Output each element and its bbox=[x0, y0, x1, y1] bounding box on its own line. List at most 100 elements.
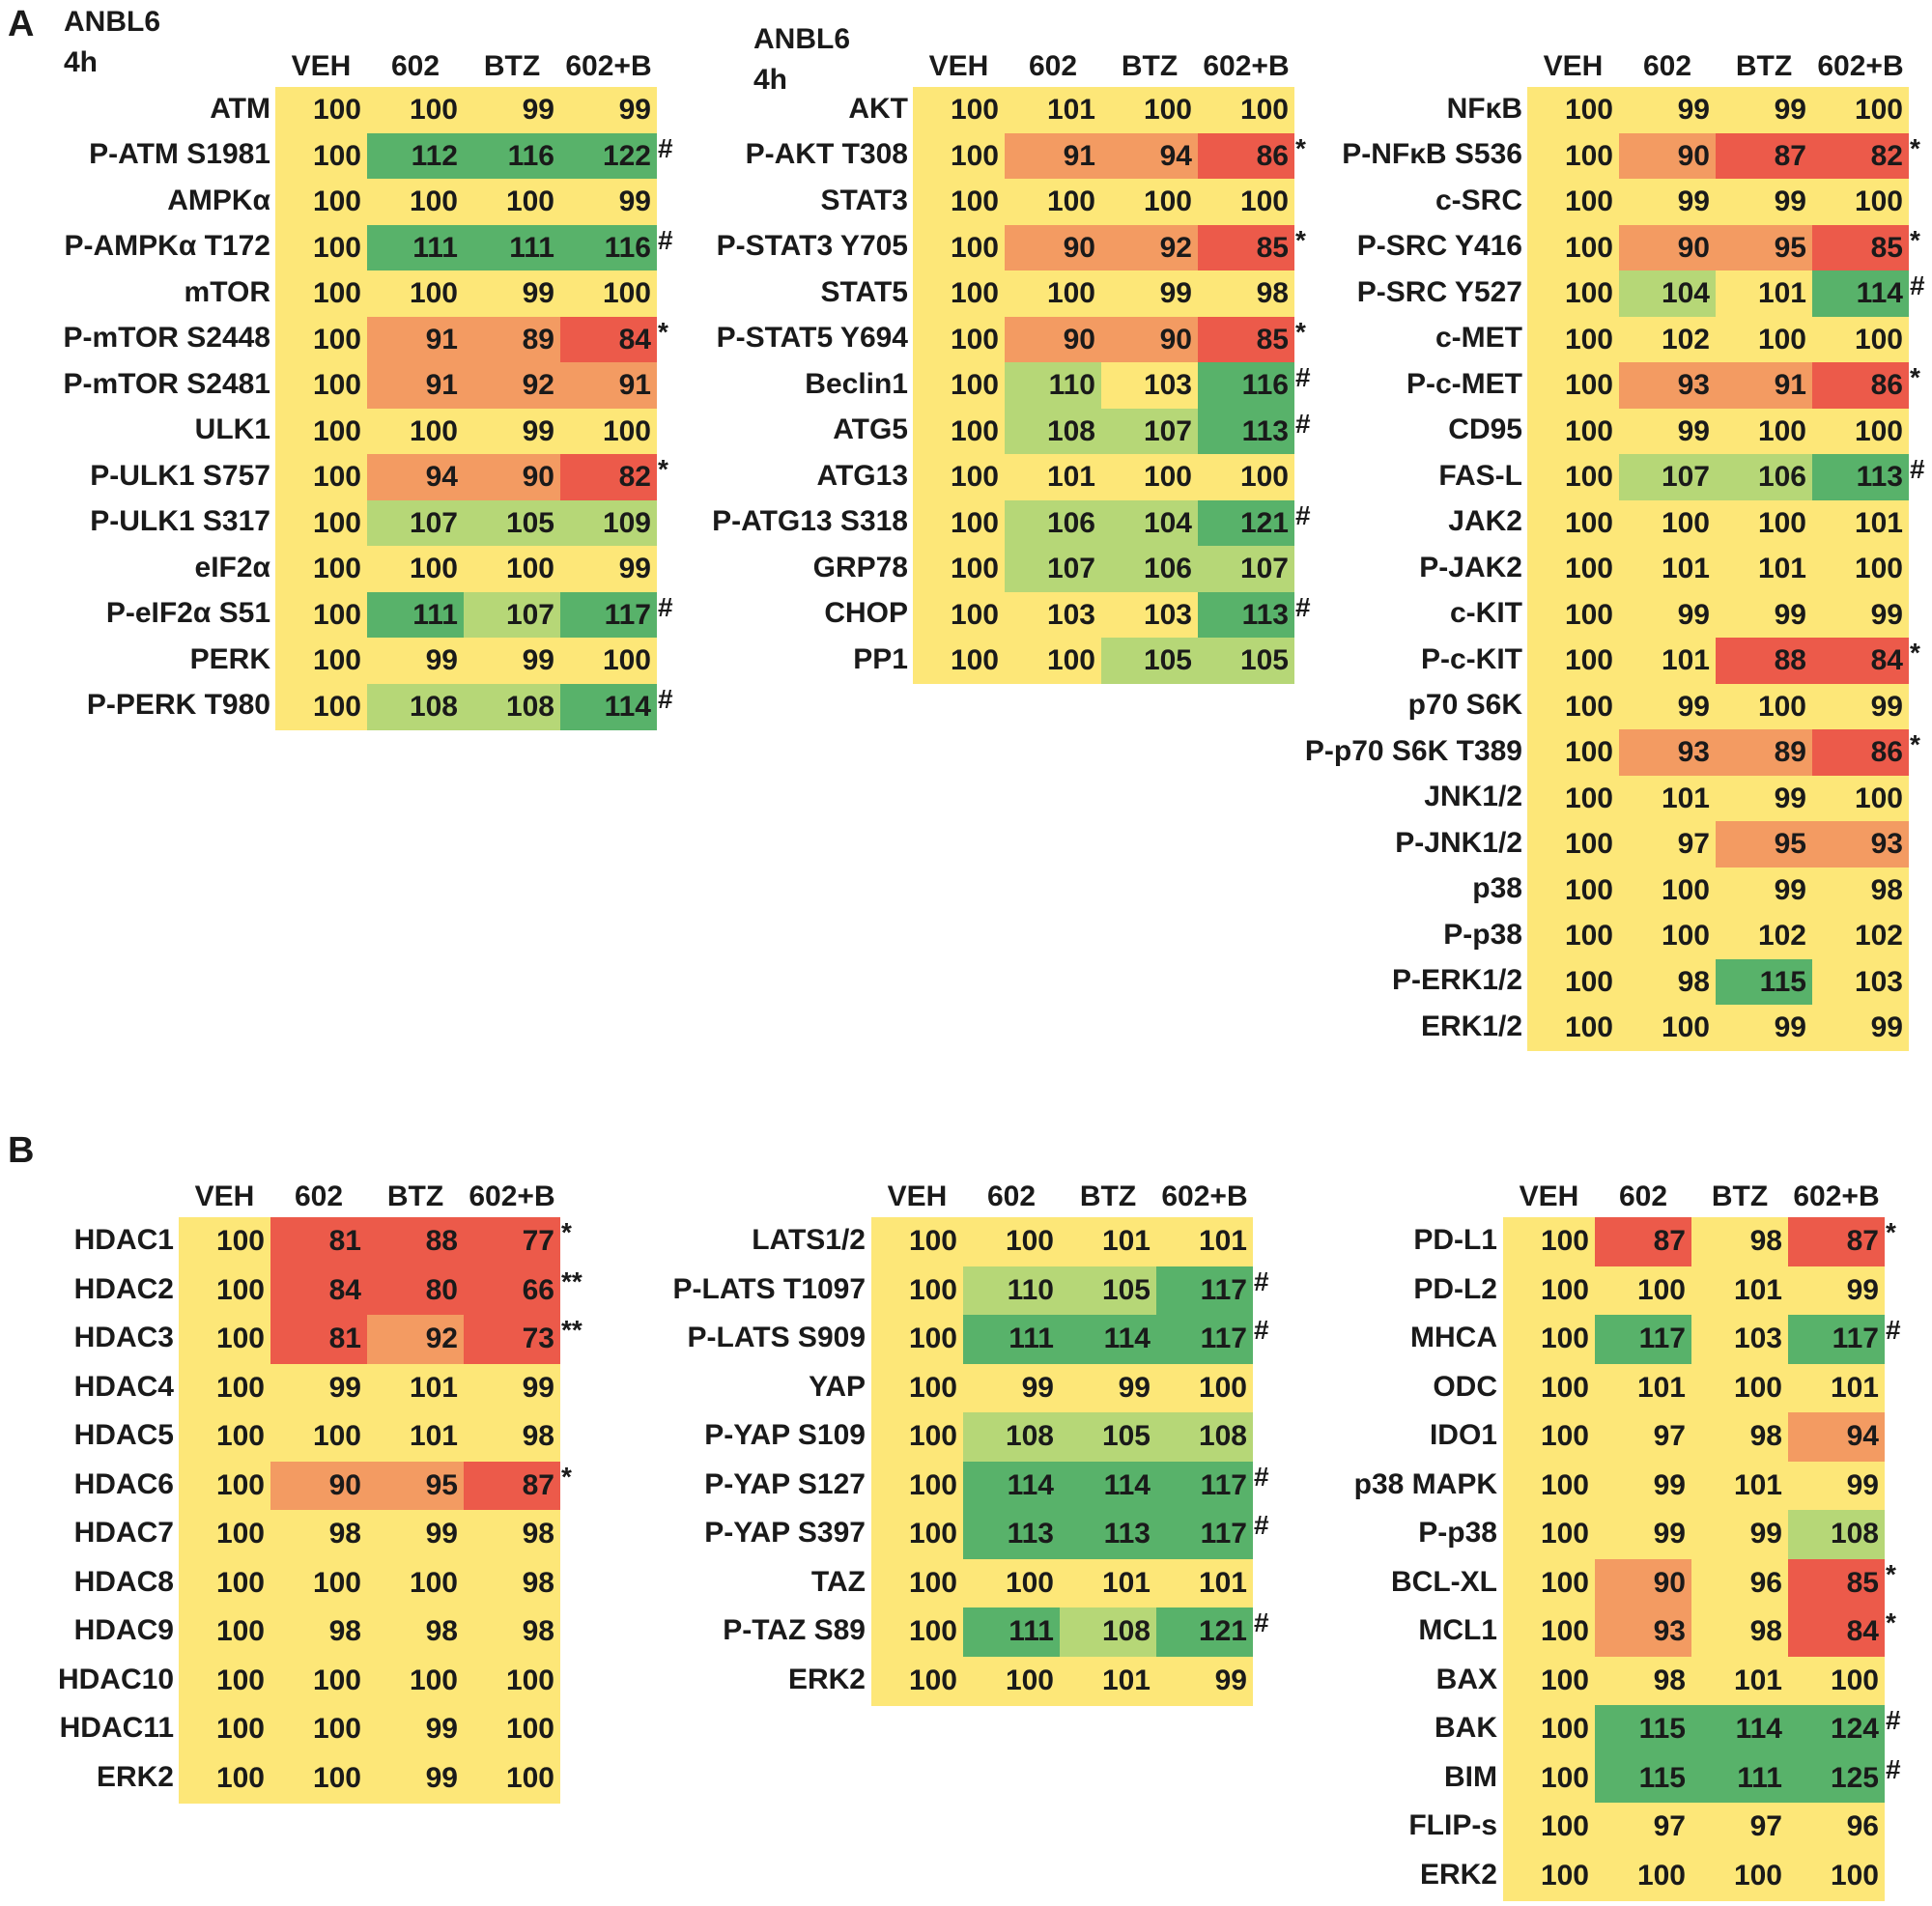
heatmap-cell: 77 bbox=[464, 1217, 560, 1266]
significance-mark-increase: # bbox=[1254, 1510, 1269, 1540]
heatmap-cell: 100 bbox=[913, 224, 1005, 271]
heatmap-cell: 100 bbox=[1691, 1363, 1788, 1413]
heatmap-cell: 100 bbox=[179, 1315, 270, 1364]
heatmap-cell: 100 bbox=[275, 316, 367, 363]
significance-mark-increase: # bbox=[1910, 270, 1925, 300]
heatmap-cell: 105 bbox=[1060, 1266, 1156, 1316]
heatmap-cell: 100 bbox=[1503, 1315, 1595, 1364]
heatmap-cell: 106 bbox=[1005, 499, 1101, 547]
heatmap-cell: 88 bbox=[367, 1217, 464, 1266]
heatmap-cell: 100 bbox=[913, 179, 1005, 225]
significance-mark-decrease: * bbox=[1295, 316, 1306, 347]
row-label: P-p38 bbox=[1443, 918, 1522, 951]
heatmap-cell: 100 bbox=[1527, 958, 1619, 1006]
heatmap-cell: 93 bbox=[1619, 362, 1716, 409]
row-label: P-ERK1/2 bbox=[1391, 964, 1522, 997]
row-label: P-STAT3 Y705 bbox=[716, 230, 908, 263]
heatmap-cell: 81 bbox=[270, 1315, 367, 1364]
column-header: VEH bbox=[194, 1181, 255, 1212]
significance-mark-decrease: ** bbox=[561, 1315, 582, 1345]
heatmap-cell: 100 bbox=[1595, 1851, 1691, 1901]
heatmap-cell: 99 bbox=[1788, 1461, 1885, 1511]
significance-mark-increase: # bbox=[1254, 1315, 1269, 1345]
row-label: P-c-MET bbox=[1406, 367, 1522, 400]
row-label: MHCA bbox=[1410, 1322, 1497, 1354]
row-label: JAK2 bbox=[1448, 505, 1522, 538]
heatmap-cell: 90 bbox=[1619, 224, 1716, 271]
heatmap-cell: 98 bbox=[270, 1510, 367, 1559]
column-header: BTZ bbox=[386, 1181, 444, 1212]
heatmap-cell: 100 bbox=[179, 1607, 270, 1657]
heatmap-cell: 98 bbox=[464, 1412, 560, 1462]
heatmap-cell: 103 bbox=[1691, 1315, 1788, 1364]
row-label: P-JNK1/2 bbox=[1395, 826, 1522, 859]
column-header: 602+B bbox=[1161, 1181, 1248, 1212]
heatmap-cell: 107 bbox=[367, 499, 464, 547]
heatmap-cell: 100 bbox=[1005, 270, 1101, 317]
heatmap-cell: 82 bbox=[560, 454, 657, 500]
heatmap-cell: 100 bbox=[179, 1461, 270, 1511]
heatmap-cell: 100 bbox=[179, 1558, 270, 1608]
heatmap-cell: 98 bbox=[1595, 1656, 1691, 1706]
heatmap-cell: 106 bbox=[1101, 546, 1198, 592]
heatmap-cell: 100 bbox=[1527, 87, 1619, 133]
heatmap-cell: 100 bbox=[1005, 179, 1101, 225]
heatmap-cell: 105 bbox=[1060, 1412, 1156, 1462]
heatmap-cell: 100 bbox=[1527, 132, 1619, 180]
heatmap-cell: 117 bbox=[560, 591, 657, 639]
heatmap-cell: 85 bbox=[1788, 1558, 1885, 1608]
row-label: HDAC9 bbox=[73, 1614, 174, 1647]
column-header: 602+B bbox=[469, 1181, 555, 1212]
heatmap-cell: 99 bbox=[464, 638, 560, 684]
heatmap-cell: 100 bbox=[871, 1656, 963, 1706]
heatmap-cell: 90 bbox=[464, 454, 560, 500]
row-label: GRP78 bbox=[812, 551, 908, 583]
significance-mark-increase: # bbox=[1295, 408, 1311, 439]
heatmap-cell: 101 bbox=[1005, 454, 1101, 500]
heatmap-cell: 100 bbox=[1527, 270, 1619, 317]
heatmap-cell: 100 bbox=[275, 683, 367, 730]
significance-mark-decrease: * bbox=[1886, 1217, 1896, 1247]
heatmap-a2-header-line-2: 4h bbox=[753, 64, 788, 96]
heatmap-cell: 100 bbox=[1503, 1558, 1595, 1608]
heatmap-cell: 87 bbox=[464, 1461, 560, 1511]
heatmap-cell: 99 bbox=[1619, 408, 1716, 455]
row-label: P-YAP S109 bbox=[704, 1419, 866, 1452]
heatmap-cell: 90 bbox=[270, 1461, 367, 1511]
heatmap-cell: 100 bbox=[913, 316, 1005, 363]
heatmap-cell: 100 bbox=[913, 408, 1005, 455]
heatmap-cell: 100 bbox=[179, 1656, 270, 1706]
heatmap-cell: 100 bbox=[871, 1510, 963, 1559]
heatmap-cell: 100 bbox=[1527, 591, 1619, 639]
heatmap-cell: 101 bbox=[1156, 1558, 1253, 1608]
heatmap-cell: 117 bbox=[1156, 1461, 1253, 1511]
row-label: P-YAP S397 bbox=[704, 1517, 866, 1550]
column-header: 602 bbox=[1618, 1181, 1668, 1212]
heatmap-cell: 100 bbox=[1595, 1266, 1691, 1316]
heatmap-cell: 100 bbox=[963, 1656, 1060, 1706]
heatmap-cell: 100 bbox=[1503, 1510, 1595, 1559]
row-label: P-YAP S127 bbox=[704, 1467, 866, 1500]
heatmap-cell: 100 bbox=[1503, 1656, 1595, 1706]
heatmap-cell: 110 bbox=[1005, 362, 1101, 409]
heatmap-cell: 100 bbox=[1503, 1753, 1595, 1804]
heatmap-cell: 100 bbox=[913, 270, 1005, 317]
heatmap-cell: 100 bbox=[464, 546, 560, 592]
heatmap-cell: 99 bbox=[1619, 591, 1716, 639]
column-header: VEH bbox=[1519, 1181, 1579, 1212]
heatmap-cell: 100 bbox=[367, 179, 464, 225]
heatmap-cell: 100 bbox=[1716, 499, 1812, 547]
row-label: HDAC3 bbox=[73, 1322, 174, 1354]
row-label: BIM bbox=[1444, 1760, 1497, 1793]
heatmap-cell: 100 bbox=[871, 1315, 963, 1364]
heatmap-cell: 115 bbox=[1716, 958, 1812, 1006]
heatmap-cell: 85 bbox=[1198, 224, 1294, 271]
heatmap-cell: 99 bbox=[1691, 1510, 1788, 1559]
heatmap-cell: 101 bbox=[1812, 499, 1909, 547]
row-label: HDAC11 bbox=[59, 1712, 174, 1745]
heatmap-cell: 116 bbox=[1198, 362, 1294, 409]
heatmap-cell: 98 bbox=[1691, 1217, 1788, 1266]
heatmap-cell: 99 bbox=[1595, 1461, 1691, 1511]
heatmap-cell: 92 bbox=[464, 362, 560, 409]
row-label: Beclin1 bbox=[805, 367, 908, 400]
